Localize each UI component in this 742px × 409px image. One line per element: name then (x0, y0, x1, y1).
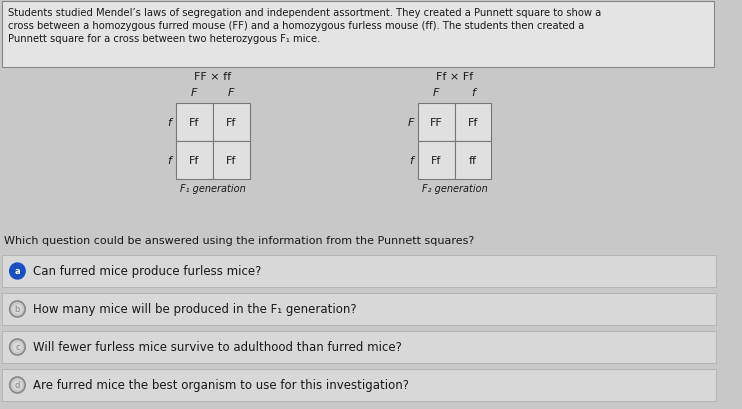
Bar (213, 142, 249, 180)
Text: cross between a homozygous furred mouse (FF) and a homozygous furless mouse (ff): cross between a homozygous furred mouse … (7, 21, 584, 31)
Text: How many mice will be produced in the F₁ generation?: How many mice will be produced in the F₁… (33, 303, 356, 316)
Text: f: f (167, 118, 171, 128)
Bar (418, 142, 455, 180)
Text: d: d (15, 380, 20, 389)
Circle shape (10, 301, 25, 317)
Text: Ff × Ff: Ff × Ff (436, 72, 473, 82)
Circle shape (13, 380, 22, 390)
Bar (455, 142, 491, 180)
Text: Which question could be answered using the information from the Punnett squares?: Which question could be answered using t… (4, 236, 474, 245)
Text: FF × ff: FF × ff (194, 72, 232, 82)
Text: F₂ generation: F₂ generation (421, 184, 487, 193)
Text: Ff: Ff (189, 155, 200, 166)
Text: f: f (409, 155, 413, 166)
Text: a: a (15, 267, 20, 276)
Text: F₁ generation: F₁ generation (180, 184, 246, 193)
Circle shape (10, 263, 25, 279)
Circle shape (10, 377, 25, 393)
Circle shape (13, 342, 22, 352)
Bar (2, 2, 714, 68)
Text: Ff: Ff (226, 155, 237, 166)
Bar (418, 104, 455, 142)
Text: b: b (15, 305, 20, 314)
Text: ff: ff (469, 155, 477, 166)
Bar (2, 293, 716, 325)
Text: F: F (433, 88, 439, 98)
Text: FF: FF (430, 118, 442, 128)
Text: Punnett square for a cross between two heterozygous F₁ mice.: Punnett square for a cross between two h… (7, 34, 320, 44)
Text: Will fewer furless mice survive to adulthood than furred mice?: Will fewer furless mice survive to adult… (33, 341, 401, 354)
Text: f: f (471, 88, 475, 98)
Bar (176, 142, 213, 180)
Bar (2, 331, 716, 363)
Text: Can furred mice produce furless mice?: Can furred mice produce furless mice? (33, 265, 261, 278)
Text: F: F (228, 88, 234, 98)
Bar (2, 369, 716, 401)
Bar (2, 255, 716, 287)
Bar (213, 104, 249, 142)
Bar (455, 104, 491, 142)
Bar (176, 104, 213, 142)
Circle shape (13, 304, 22, 314)
Text: c: c (15, 343, 20, 352)
Circle shape (10, 339, 25, 355)
Text: Students studied Mendel’s laws of segregation and independent assortment. They c: Students studied Mendel’s laws of segreg… (7, 8, 601, 18)
Text: Ff: Ff (431, 155, 441, 166)
Text: Ff: Ff (226, 118, 237, 128)
Text: f: f (167, 155, 171, 166)
Text: F: F (408, 118, 414, 128)
Text: Ff: Ff (189, 118, 200, 128)
Text: Are furred mice the best organism to use for this investigation?: Are furred mice the best organism to use… (33, 379, 409, 391)
Text: F: F (191, 88, 197, 98)
Text: Ff: Ff (467, 118, 478, 128)
